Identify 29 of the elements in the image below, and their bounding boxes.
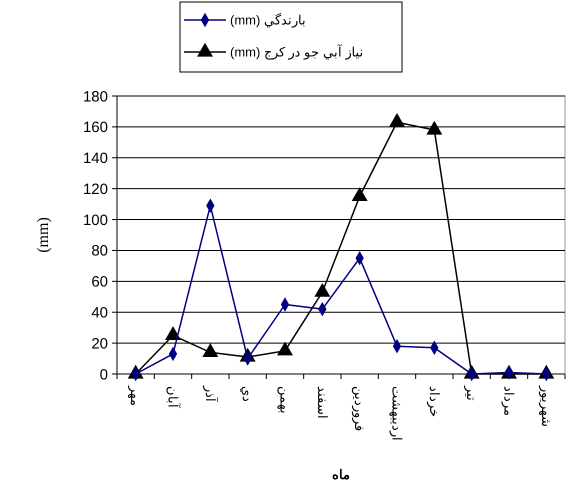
x-tick-label: بهمن	[276, 386, 292, 414]
y-tick-label: 80	[91, 242, 108, 260]
point	[352, 187, 368, 201]
y-tick-label: 180	[82, 88, 108, 106]
x-tick-label: دي	[240, 386, 256, 402]
x-tick-label: آذر	[202, 385, 219, 403]
y-tick-label: 160	[82, 119, 108, 136]
point	[426, 120, 442, 135]
x-tick-label: تير	[463, 385, 480, 401]
x-tick-label: مهر	[127, 385, 144, 406]
y-tick-label: 20	[91, 335, 108, 352]
y-tick-label: 120	[82, 180, 108, 198]
y-tick-label: 0	[100, 366, 108, 384]
y-tick-label: 60	[91, 274, 108, 291]
x-tick-label: خرداد	[426, 386, 442, 417]
legend-label: بارندگي (mm)	[230, 12, 306, 29]
x-axis-title: ماه	[332, 467, 350, 482]
x-tick-label: اسفند	[314, 386, 330, 419]
y-axis-title: (mm)	[35, 217, 52, 253]
y-tick-label: 100	[82, 212, 108, 229]
y-tick-label: 40	[91, 304, 108, 322]
x-tick-label: ارديبهشت	[388, 386, 404, 441]
y-tick-label: 140	[82, 150, 108, 168]
point	[389, 113, 405, 127]
x-tick-label: مرداد	[500, 386, 516, 416]
x-tick-label: فروردين	[351, 386, 368, 431]
x-tick-label: شهريور	[538, 385, 554, 427]
legend-label: نياز آبي جو در كرج (mm)	[230, 44, 364, 61]
x-tick-label: آبان	[165, 386, 182, 409]
